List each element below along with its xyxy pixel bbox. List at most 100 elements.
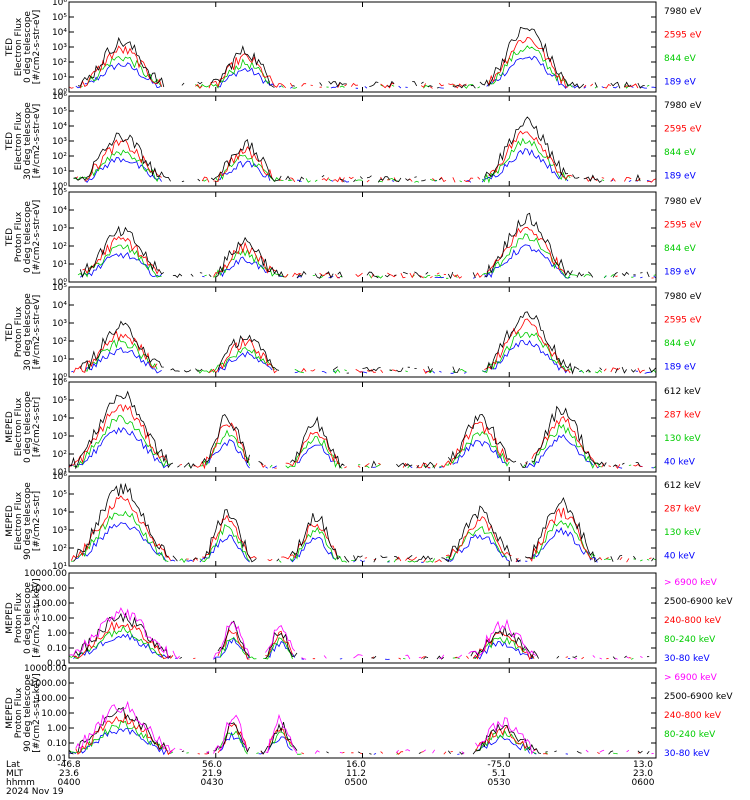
y-axis-label-line: [#/cm2-s-str-eV] [32,104,42,179]
y-tick-label: 10⁴ [52,122,67,132]
y-tick-label: 10⁶ [52,378,67,388]
y-tick-label: 1000.00 [30,584,67,594]
series-line [76,715,656,755]
legend-entry: 40 keV [664,458,696,468]
y-tick-label: 10⁰ [52,278,67,288]
y-axis-label-line: 90 deg telescope [23,482,33,560]
chart-panel: 0.010.101.0010.00100.001000.0010000.00ME… [5,664,733,764]
y-axis-label: MEPEDElectron Flux90 deg telescope[#/cm2… [5,482,42,560]
y-tick-label: 10⁰ [52,182,67,192]
y-tick-label: 10⁵ [52,283,67,293]
y-tick-label: 10³ [52,319,67,329]
legend-entry: 2500-6900 keV [664,597,733,607]
y-axis-label-line: Proton Flux [14,592,24,643]
y-tick-label: 1000.00 [30,679,67,689]
y-tick-label: 10¹ [52,73,67,83]
chart-panel: 10⁰ 10¹ 10² 10³ 10⁴ 10⁵ TEDProton Flux30 deg t… [5,283,702,383]
legend-entry: 844 eV [664,148,697,158]
legend-entry: 612 keV [664,481,701,491]
y-axis-label-line: 90 deg telescope [23,674,33,752]
series-line [78,27,656,88]
series-line [74,614,654,660]
y-tick-label: 10⁵ [52,188,67,198]
y-tick-label: 10000.00 [24,664,67,674]
y-axis-label-line: 0 deg telescope [23,201,33,273]
y-tick-label: 10⁵ [52,107,67,117]
x-tick-hhmm: 0530 [488,778,511,788]
y-axis-label-line: TED [5,132,15,151]
series-line [71,510,657,563]
legend-entry: 2595 eV [664,221,702,231]
x-tick-mlt: 5.1 [492,769,506,779]
y-tick-label: 10² [52,450,67,460]
legend-entry: > 6900 keV [664,673,718,683]
chart-panel: 10⁰ 10¹ 10² 10³ 10⁴ 10⁵ TEDProton Flux0 deg te… [5,188,702,288]
y-tick-label: 10¹ [52,167,67,177]
y-tick-label: 10² [52,152,67,162]
legend-entry: 130 keV [664,528,701,538]
series-line [75,55,657,90]
y-axis-label: TEDProton Flux30 deg telescope[#/cm2-s-s… [5,293,42,371]
y-axis-label-line: MEPED [5,505,15,537]
legend-entry: 844 eV [664,54,697,64]
x-row-label-hhmm: hhmm [6,778,35,788]
y-tick-label: 10² [52,544,67,554]
x-tick-hhmm: 0430 [201,778,224,788]
legend-entry: 30-80 keV [664,654,710,664]
x-tick-lat: -75.0 [487,760,511,770]
y-tick-label: 10⁴ [52,28,67,38]
legend-entry: 40 keV [664,552,696,562]
y-tick-label: 100.00 [36,599,68,609]
series-line [68,404,643,470]
legend-entry: 7980 eV [664,101,702,111]
y-tick-label: 10² [52,337,67,347]
y-axis-label-line: TED [5,323,15,342]
legend-entry: 287 keV [664,505,701,515]
y-axis-label: TEDElectron Flux0 deg telescope[#/cm2-s-… [5,10,42,85]
y-tick-label: 0.10 [47,739,67,749]
y-axis-label: TEDElectron Flux30 deg telescope[#/cm2-s… [5,102,42,180]
y-axis-label-line: 0 deg telescope [23,11,33,83]
plot-frame [68,286,657,378]
legend-entry: 844 eV [664,244,697,254]
plot-frame [68,95,657,187]
x-tick-lat: 16.0 [346,760,366,770]
plot-frame [68,572,657,664]
y-axis-label-line: Electron Flux [14,111,24,170]
y-axis-label-line: Proton Flux [14,306,24,357]
legend-entry: 2595 eV [664,125,702,135]
series-line [69,392,654,469]
y-axis-label-line: [#/cm2-s-str-keV] [32,578,42,657]
series-line [68,427,657,469]
y-axis-label: MEPEDProton Flux90 deg telescope[#/cm2-s… [5,673,42,752]
x-tick-lat: 13.0 [633,760,653,770]
y-tick-label: 10⁵ [52,396,67,406]
legend-entry: > 6900 keV [664,578,718,588]
y-tick-label: 10⁴ [52,508,67,518]
legend-entry: 80-240 keV [664,635,716,645]
legend-entry: 130 keV [664,434,701,444]
series-line [75,700,654,755]
legend-entry: 2500-6900 keV [664,692,733,702]
series-line [82,226,654,279]
y-tick-label: 10¹ [52,260,67,270]
legend-entry: 287 keV [664,411,701,421]
y-tick-label: 0.01 [47,659,67,669]
y-tick-label: 10² [52,242,67,252]
y-axis-label-line: 30 deg telescope [23,293,33,371]
y-tick-label: 10³ [52,137,67,147]
legend-entry: 2595 eV [664,316,702,326]
series-line [74,622,648,659]
series-line [85,149,656,183]
legend-entry: 189 eV [664,363,697,373]
legend-entry: 80-240 keV [664,730,716,740]
y-axis-label-line: [#/cm2-s-str] [32,491,42,551]
y-tick-label: 10¹ [52,355,67,365]
y-axis-label-line: [#/cm2-s-str-eV] [32,10,42,85]
legend-entry: 189 eV [664,78,697,88]
legend-entry: 7980 eV [664,292,702,302]
y-axis-label-line: [#/cm2-s-str] [32,397,42,457]
series-line [80,46,653,88]
y-tick-label: 100.00 [36,694,68,704]
y-tick-label: 10⁰ [52,88,67,98]
